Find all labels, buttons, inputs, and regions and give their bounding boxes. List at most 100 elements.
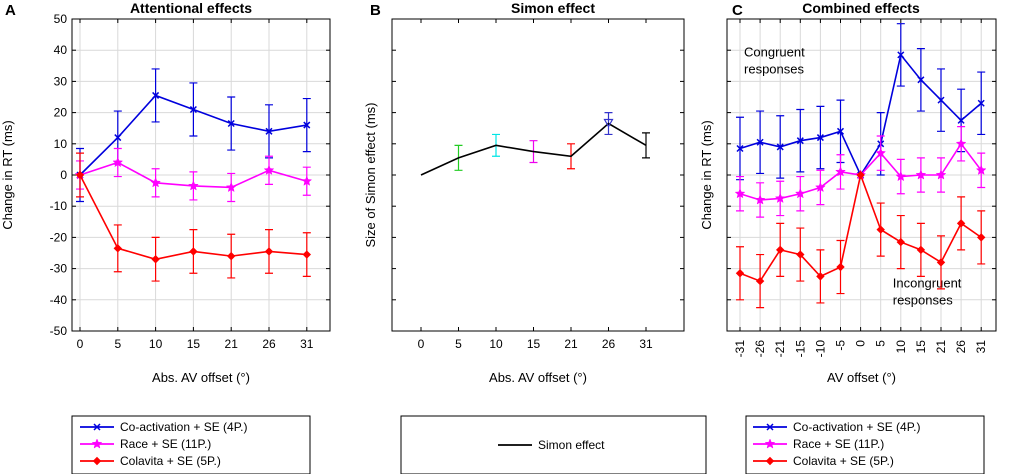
data-point [896,237,906,247]
x-tick-label: 26 [262,337,276,351]
data-point [917,76,925,84]
data-point [754,194,766,205]
legend-label: Simon effect [538,438,605,452]
x-tick-label: 5 [874,340,888,347]
data-point [302,250,312,259]
legend-marker [766,423,774,431]
series [735,170,986,309]
data-point [225,181,237,193]
data-point [876,225,885,234]
data-point [955,138,967,149]
y-tick-label: 10 [54,137,68,151]
y-axis-label: Size of Simon effect (ms) [363,103,378,248]
annotation: Incongruent [893,275,962,290]
data-point [856,170,865,180]
x-axis-label: Abs. AV offset (°) [152,370,250,385]
legend-label: Colavita + SE (5P.) [793,454,894,468]
data-point [774,192,786,203]
data-point [935,169,947,180]
data-point [895,170,907,182]
data-point [189,105,197,114]
y-tick-label: -50 [50,324,68,338]
x-tick-label: -31 [733,340,747,358]
data-point [303,121,311,129]
series-line [420,122,647,176]
data-point [976,233,986,242]
legend-marker [91,438,103,449]
x-tick-label: 31 [300,337,314,351]
data-point [956,219,966,228]
plot-frame [726,18,997,332]
data-point [776,143,784,151]
y-tick-label: -30 [50,262,68,276]
series [420,112,650,176]
data-point [113,244,123,253]
legend-box [400,415,707,474]
x-axis-label: AV offset (°) [827,370,896,385]
data-point [226,251,236,261]
legend-marker [764,438,776,449]
panel-c-title: Combined effects [802,0,920,16]
x-tick-label: 10 [489,337,503,351]
legend-combined: Co-activation + SE (4P.) Race + SE (11P.)… [745,415,985,474]
data-point [755,276,765,286]
data-point [796,137,804,145]
plot-frame [391,18,685,332]
x-tick-label: 10 [149,337,163,351]
data-point [150,177,161,188]
data-point [152,91,160,99]
data-point [301,175,313,186]
data-point [977,99,985,107]
x-tick-label: 21 [564,337,578,351]
legend-marker [765,456,775,466]
annotation: responses [744,61,804,76]
legend-label: Co-activation + SE (4P.) [120,420,248,434]
x-tick-label: 5 [114,337,121,351]
x-tick-label: 5 [455,337,462,351]
x-tick-label: -26 [753,340,767,358]
data-point [915,169,927,180]
data-point [816,134,824,142]
data-point [957,116,965,124]
data-point [603,118,614,128]
x-tick-label: 26 [602,337,616,351]
x-tick-label: -5 [834,340,848,351]
x-tick-label: 0 [418,337,425,351]
x-tick-label: 31 [974,340,988,354]
data-point [263,164,275,175]
x-tick-label: 26 [954,340,968,354]
legend-label: Colavita + SE (5P.) [120,454,221,468]
panel-label-c: C [732,2,743,19]
x-axis-label: Abs. AV offset (°) [489,370,587,385]
panel-attentional-effects: A Attentional effects -50 -40 -30 -20 -10 0 10… [0,0,331,385]
panel-label-a: A [5,2,16,19]
legend-attentional: Co-activation + SE (4P.) Race + SE (11P.)… [71,415,311,474]
data-point [916,245,926,255]
data-point [897,51,905,59]
legend-label: Race + SE (11P.) [793,437,884,451]
plot-area [392,19,684,331]
y-axis-label: Change in RT (ms) [699,120,714,229]
legend-label: Race + SE (11P.) [120,437,211,451]
legend-box [745,415,985,474]
y-tick-label: -40 [50,293,68,307]
x-tick-label: 15 [527,337,541,351]
data-point [735,269,745,278]
data-point [794,188,806,199]
data-point [114,134,122,142]
data-point [836,262,845,272]
x-tick-label: -15 [793,340,807,358]
data-point [734,188,746,199]
y-axis-label: Change in RT (ms) [0,120,15,229]
data-point [815,181,826,193]
y-tick-label: 30 [54,74,68,88]
data-point [756,138,764,146]
legend-box [71,415,311,474]
x-tick-label: -10 [813,340,827,358]
annotation: Congruent [744,44,805,59]
y-tick-label: 40 [54,43,68,57]
legend-simon: Simon effect [400,415,707,474]
data-point [936,258,946,267]
data-point [189,247,198,256]
x-tick-label: 15 [914,340,928,354]
